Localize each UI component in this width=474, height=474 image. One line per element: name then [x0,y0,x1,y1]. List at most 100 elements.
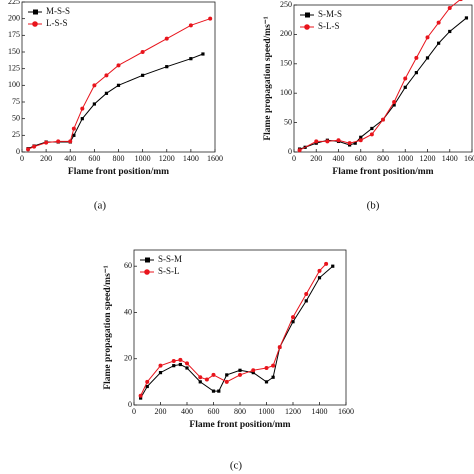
marker [92,102,96,106]
marker [158,363,163,368]
y-tick-label: 0 [288,147,292,156]
caption: (a) [94,200,107,212]
y-tick-label: 100 [8,80,20,89]
caption: (b) [367,200,380,212]
legend-marker [304,24,310,30]
marker [353,141,357,145]
legend-marker [32,21,38,27]
x-tick-label: 1000 [259,407,275,416]
marker [331,264,335,268]
marker [178,362,182,367]
legend-marker [305,12,310,18]
x-tick-label: 1200 [285,407,301,416]
marker [139,396,143,400]
series-line [27,18,211,150]
marker [172,364,176,368]
marker [145,384,149,389]
marker [104,91,109,95]
x-tick-label: 1200 [159,154,175,163]
marker [392,103,396,107]
marker [437,41,441,45]
x-tick-label: 1400 [442,154,458,163]
marker [158,371,163,375]
marker [185,366,189,370]
x-tick-label: 800 [234,407,246,416]
y-tick-label: 40 [124,307,132,316]
marker [56,139,61,144]
marker [201,52,205,56]
marker [138,393,143,398]
legend-marker [144,269,150,275]
marker [185,361,189,366]
x-tick-label: 600 [355,154,367,163]
marker [145,379,150,384]
marker [92,83,97,88]
marker [358,138,363,143]
marker [208,16,213,21]
marker [324,261,329,266]
legend-label: M-S-S [46,6,70,16]
marker [403,85,407,89]
x-tick-label: 800 [377,154,389,163]
x-axis-label: Flame front position/mm [68,167,169,177]
marker [26,147,31,152]
marker [189,57,193,61]
legend-label: S-M-S [318,9,342,19]
marker [271,375,275,379]
marker [238,368,242,372]
x-tick-label: 600 [208,407,220,416]
marker [447,5,452,10]
marker [392,100,397,105]
marker [171,359,176,364]
legend-marker [145,257,150,263]
marker [436,20,441,25]
marker [277,345,282,350]
marker [188,23,193,28]
x-tick-label: 1600 [464,154,474,163]
y-tick-label: 175 [8,30,20,39]
y-tick-label: 200 [8,13,20,22]
x-axis-label: Flame front position/mm [189,420,290,430]
marker [381,117,385,122]
marker [317,276,322,280]
marker [198,380,202,384]
x-tick-label: 200 [155,407,167,416]
marker [198,375,203,380]
legend-label: L-S-S [46,18,68,28]
x-tick-label: 400 [64,154,76,163]
x-tick-label: 1000 [135,154,151,163]
y-tick-label: 20 [124,354,132,363]
marker [336,138,341,143]
marker [304,299,308,303]
y-tick-label: 25 [12,130,20,139]
marker [271,363,276,368]
y-tick-label: 225 [8,0,20,6]
marker [140,50,145,54]
series-line [299,17,467,150]
x-tick-label: 1600 [207,154,223,163]
marker [164,36,169,41]
marker [116,83,121,87]
x-tick-label: 200 [310,154,322,163]
y-tick-label: 0 [128,400,132,409]
marker [325,139,330,144]
marker [68,139,73,144]
marker [204,377,209,382]
marker [370,126,374,131]
y-tick-label: 50 [284,117,292,126]
series-line [140,263,327,396]
x-tick-label: 800 [113,154,125,163]
marker [211,389,216,393]
marker [225,373,229,377]
marker [459,0,463,2]
marker [359,135,363,139]
y-tick-label: 125 [8,63,20,72]
marker [425,56,430,60]
marker [178,357,183,362]
marker [347,141,352,146]
marker [71,126,76,131]
y-tick-label: 150 [8,47,20,56]
marker [425,35,430,40]
marker [369,132,374,137]
y-tick-label: 50 [12,113,20,122]
